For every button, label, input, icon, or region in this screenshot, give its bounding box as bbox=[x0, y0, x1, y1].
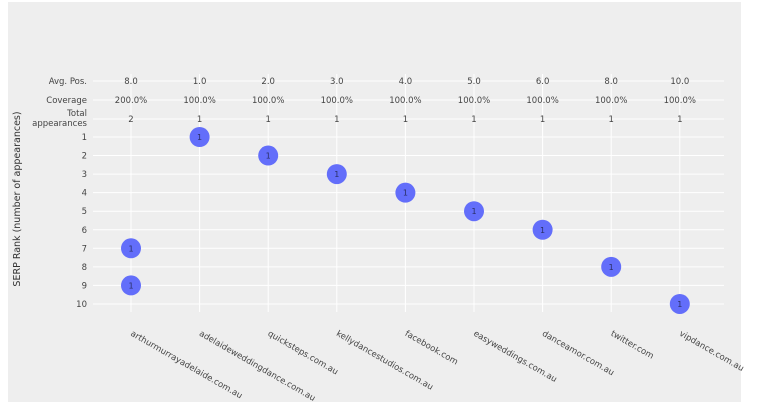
y-tick-label: 2 bbox=[82, 152, 87, 162]
header-cell: 10.0 bbox=[670, 77, 689, 87]
header-cell: 100.0% bbox=[321, 96, 353, 106]
data-point[interactable] bbox=[395, 182, 416, 203]
header-cell: 1 bbox=[540, 115, 545, 125]
header-cell: 4.0 bbox=[399, 77, 413, 87]
data-point[interactable] bbox=[121, 275, 141, 296]
y-tick-label: 9 bbox=[82, 281, 87, 291]
header-cell: 2.0 bbox=[261, 77, 275, 87]
header-cell: 100.0% bbox=[526, 96, 558, 106]
x-tick-label: vipdance.com.au bbox=[677, 329, 745, 374]
y-tick-label: 6 bbox=[82, 226, 87, 236]
y-axis-ticks: 1 2 3 4 5 6 7 8 9 10 bbox=[76, 133, 87, 310]
header-cell: 100.0% bbox=[389, 96, 421, 106]
header-cell: 100.0% bbox=[183, 96, 215, 106]
data-point-label: 1 bbox=[197, 133, 202, 142]
x-tick-label: twitter.com bbox=[609, 329, 656, 362]
y-tick-label: 1 bbox=[82, 133, 87, 143]
data-point-label: 1 bbox=[540, 226, 545, 235]
header-cell: 100.0% bbox=[595, 96, 627, 106]
y-tick-label: 4 bbox=[82, 189, 87, 199]
x-tick-label: danceamor.com.au bbox=[540, 329, 616, 378]
data-point[interactable] bbox=[121, 238, 141, 259]
header-cell: 1 bbox=[197, 115, 202, 125]
y-tick-label: 3 bbox=[82, 170, 87, 180]
header-cell: 6.0 bbox=[536, 77, 550, 87]
y-tick-label: 10 bbox=[76, 300, 87, 310]
data-point[interactable] bbox=[532, 219, 553, 240]
x-tick-label: arthurmurrayadelaide.com.au bbox=[129, 329, 244, 401]
data-point-label: 1 bbox=[128, 244, 133, 253]
header-cell: 8.0 bbox=[604, 77, 618, 87]
header-cell: 200.0% bbox=[115, 96, 147, 106]
header-cell: 100.0% bbox=[664, 96, 696, 106]
x-tick-label: adelaideweddingdance.com.au bbox=[197, 329, 317, 404]
data-point-label: 1 bbox=[266, 152, 271, 161]
header-cell: 1 bbox=[471, 115, 476, 125]
header-cell: 1 bbox=[403, 115, 408, 125]
y-tick-label: 7 bbox=[82, 244, 87, 254]
x-tick-label: facebook.com bbox=[403, 329, 460, 368]
data-point[interactable] bbox=[258, 145, 279, 166]
data-point-label: 1 bbox=[334, 170, 339, 179]
data-point-label: 1 bbox=[403, 189, 408, 198]
x-tick-label: quicksteps.com.au bbox=[266, 329, 340, 378]
data-point-label: 1 bbox=[128, 281, 133, 290]
header-cell: 1 bbox=[334, 115, 339, 125]
header-rows: Avg. Pos. 8.0 1.0 2.0 3.0 4.0 5.0 6.0 8.0 10.0 Cov… bbox=[32, 77, 696, 129]
data-point-label: 1 bbox=[471, 207, 476, 216]
header-cell: 1 bbox=[608, 115, 613, 125]
header-cell: 3.0 bbox=[330, 77, 344, 87]
header-row-label: Coverage bbox=[46, 96, 87, 106]
chart-background bbox=[8, 2, 741, 402]
data-point[interactable] bbox=[464, 201, 484, 222]
header-cell: 100.0% bbox=[458, 96, 490, 106]
header-row-label: appearances bbox=[32, 119, 87, 129]
data-point-label: 1 bbox=[677, 300, 682, 309]
data-point[interactable] bbox=[669, 293, 690, 314]
y-tick-label: 5 bbox=[82, 207, 87, 217]
header-cell: 1 bbox=[677, 115, 682, 125]
header-row-label: Avg. Pos. bbox=[49, 77, 87, 87]
data-points: 1 1 1 1 1 1 1 1 1 1 bbox=[121, 127, 690, 314]
header-cell: 5.0 bbox=[467, 77, 481, 87]
data-point[interactable] bbox=[601, 256, 622, 277]
header-cell: 8.0 bbox=[124, 77, 138, 87]
data-point-label: 1 bbox=[609, 263, 614, 272]
header-cell: 1 bbox=[265, 115, 270, 125]
x-axis-ticks: arthurmurrayadelaide.com.auadelaideweddi… bbox=[129, 329, 746, 404]
data-point[interactable] bbox=[326, 164, 347, 185]
data-point[interactable] bbox=[189, 127, 210, 147]
header-cell: 1.0 bbox=[193, 77, 207, 87]
header-cell: 100.0% bbox=[252, 96, 284, 106]
header-cell: 2 bbox=[128, 115, 133, 125]
header-row-label: Total bbox=[66, 109, 87, 119]
y-axis-title: SERP Rank (number of appearances) bbox=[12, 111, 23, 286]
y-tick-label: 8 bbox=[82, 263, 87, 273]
